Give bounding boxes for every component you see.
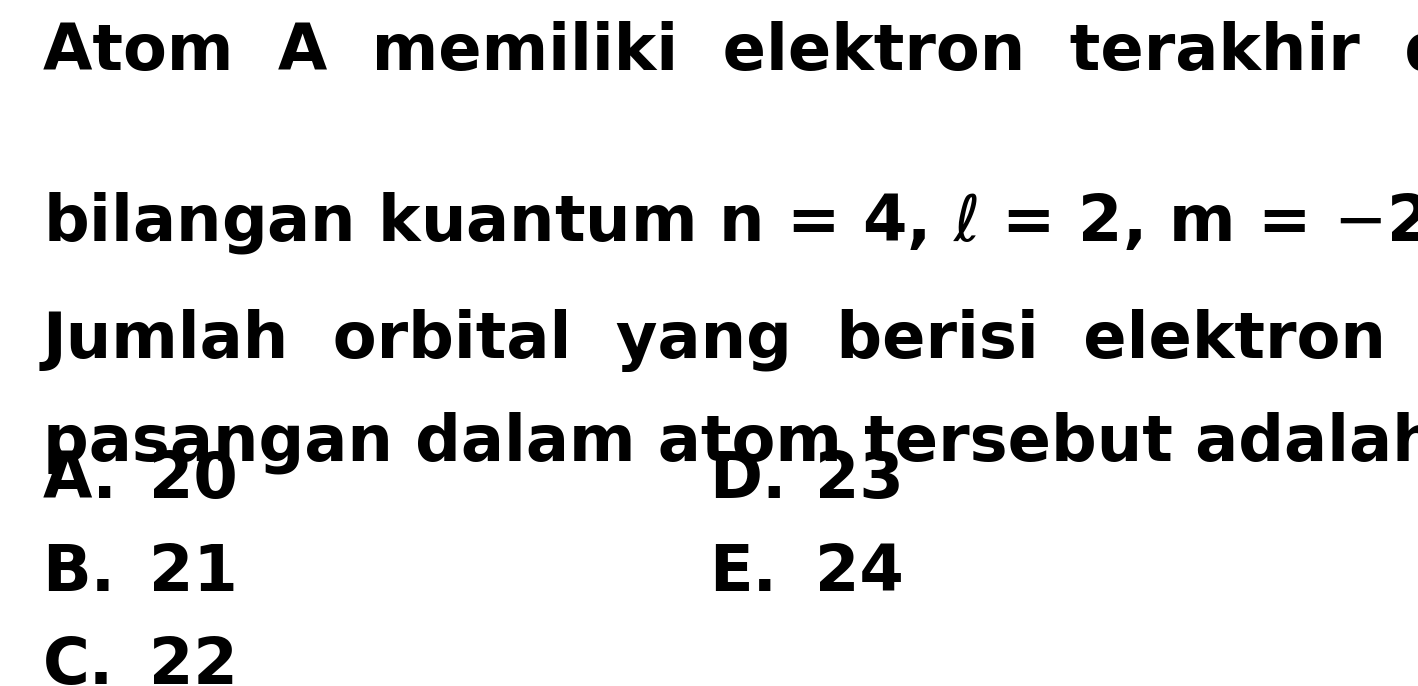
Text: 21: 21	[149, 542, 238, 604]
Text: Jumlah  orbital  yang  berisi  elektron  ber-: Jumlah orbital yang berisi elektron ber-	[43, 309, 1418, 372]
Text: 23: 23	[815, 449, 905, 511]
Text: 20: 20	[149, 449, 238, 511]
Text: Atom  A  memiliki  elektron  terakhir  dengan: Atom A memiliki elektron terakhir dengan	[43, 21, 1418, 83]
Text: E.: E.	[709, 542, 777, 604]
Text: 24: 24	[815, 542, 905, 604]
Text: A.: A.	[43, 449, 118, 511]
Text: D.: D.	[709, 449, 787, 511]
Text: pasangan dalam atom tersebut adalah . . . .: pasangan dalam atom tersebut adalah . . …	[43, 412, 1418, 474]
Text: C.: C.	[43, 635, 113, 686]
Text: bilangan kuantum n = 4, $\ell$ = 2, m = $-$2, s = $-\dfrac{1}{2}$.: bilangan kuantum n = 4, $\ell$ = 2, m = …	[43, 165, 1418, 283]
Text: B.: B.	[43, 542, 115, 604]
Text: 22: 22	[149, 635, 238, 686]
